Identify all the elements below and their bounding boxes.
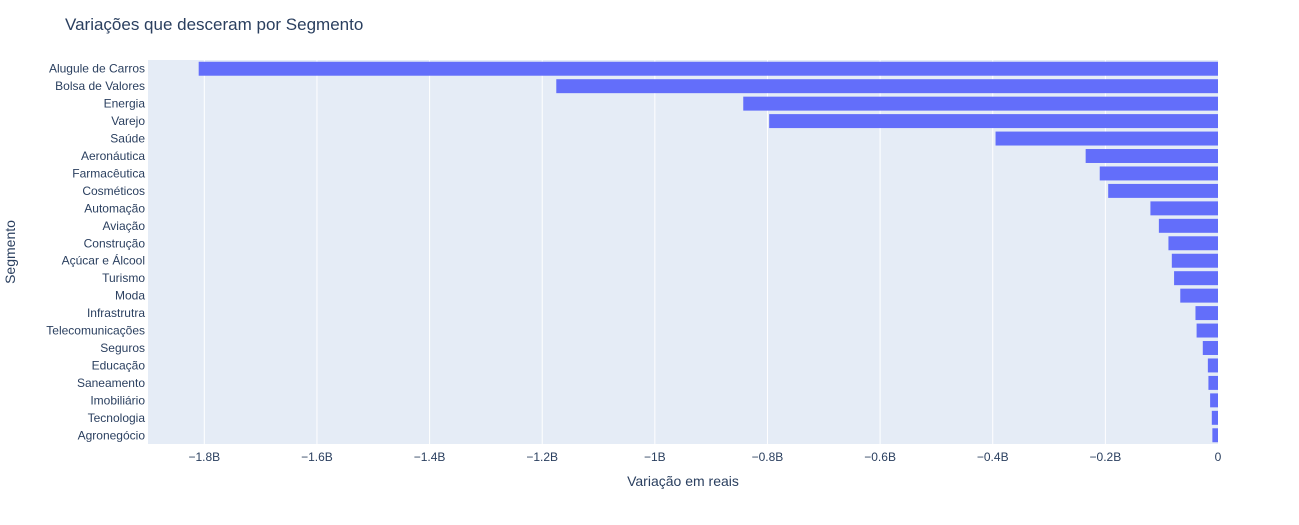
y-tick-labels: Alugule de Carros Bolsa de Valores Energia… [46,62,145,443]
y-tick-label: Cosméticos [82,184,145,198]
y-tick-label: Moda [115,289,145,303]
y-tick-label: Aviação [103,219,146,233]
chart-title: Variações que desceram por Segmento [65,15,363,34]
y-tick-label: Agronegócio [78,428,146,442]
y-tick-label: Automação [84,201,145,215]
bar[interactable] [1195,306,1218,321]
y-tick-label: Aeronáutica [81,149,145,163]
y-tick-label: Tecnologia [88,411,146,425]
bar[interactable] [1168,236,1218,251]
bars-group [198,61,1218,443]
bar[interactable] [1158,218,1218,233]
bar[interactable] [995,131,1218,146]
y-tick-label: Construção [84,236,146,250]
x-tick-label: −1.8B [188,450,220,464]
y-tick-label: Turismo [102,271,145,285]
bar[interactable] [1085,149,1218,163]
x-tick-label: −1.2B [526,450,558,464]
y-tick-label: Infrastrutra [87,306,145,320]
bar[interactable] [1202,341,1218,355]
y-axis-title: Segmento [2,220,18,284]
y-tick-label: Alugule de Carros [49,62,145,76]
bar[interactable] [1208,375,1218,390]
y-tick-label: Varejo [111,114,145,128]
x-axis-title: Variação em reais [627,473,739,489]
bar[interactable] [556,79,1218,94]
x-tick-label: −1.6B [301,450,333,464]
bar[interactable] [743,96,1218,111]
x-tick-labels: −1.8B −1.6B −1.4B −1.2B −1B −0.8B −0.6B −0.4B −0… [188,450,1221,464]
y-tick-label: Bolsa de Valores [55,79,145,93]
x-tick-label: −0.4B [977,450,1009,464]
y-tick-label: Imobiliário [90,393,145,407]
bar[interactable] [1174,271,1218,286]
y-tick-label: Saúde [110,132,145,146]
bar[interactable] [1171,253,1218,268]
bar[interactable] [1150,201,1218,216]
y-tick-label: Açúcar e Álcool [62,253,145,268]
bar[interactable] [1099,166,1218,181]
y-tick-label: Farmacêutica [72,166,145,180]
bar[interactable] [1180,288,1218,303]
y-tick-label: Seguros [100,341,145,355]
y-tick-label: Telecomunicações [46,324,145,338]
bar[interactable] [1196,323,1218,338]
x-tick-label: −1.4B [414,450,446,464]
x-tick-label: −0.2B [1090,450,1122,464]
bar[interactable] [1211,410,1218,425]
bar[interactable] [1108,183,1218,198]
bar[interactable] [769,114,1218,129]
y-tick-label: Saneamento [77,376,145,390]
bar[interactable] [198,61,1218,76]
x-tick-label: −0.6B [864,450,896,464]
bar[interactable] [1207,358,1218,373]
x-tick-label: −1B [644,450,666,464]
x-tick-label: 0 [1215,450,1222,464]
x-tick-label: −0.8B [752,450,784,464]
bar[interactable] [1212,428,1218,443]
y-tick-label: Educação [92,358,146,372]
bar[interactable] [1210,393,1218,408]
y-tick-label: Energia [104,97,146,111]
